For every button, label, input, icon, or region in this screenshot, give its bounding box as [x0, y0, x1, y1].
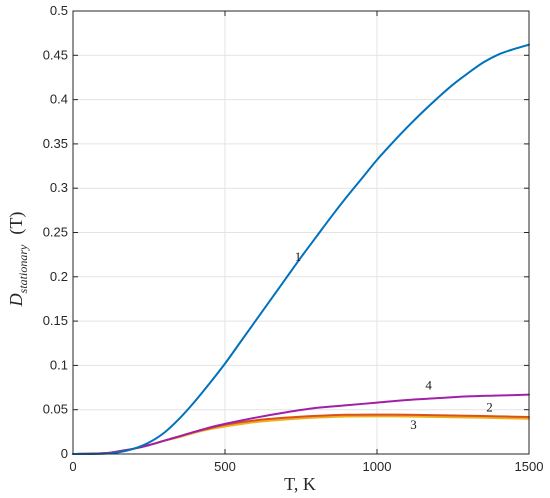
y-tick-label: 0.25: [43, 225, 68, 240]
series-line-1: [72, 43, 530, 455]
y-tick-label: 0.5: [50, 3, 68, 18]
y-axis-title-subscript: stationary: [16, 244, 30, 293]
series-line-3: [72, 415, 530, 455]
x-axis-title: T, K: [284, 474, 316, 494]
curve-label-3: 3: [410, 417, 417, 432]
y-tick-label: 0.3: [50, 180, 68, 195]
y-tick-label: 0.4: [50, 92, 68, 107]
x-tick-label: 0: [69, 459, 76, 474]
curve-label-4: 4: [425, 377, 432, 392]
svg-text:Dstationary(T): Dstationary (T): [6, 212, 30, 308]
y-tick-label: 0.15: [43, 313, 68, 328]
curve-labels: 1 2 3 4: [295, 249, 493, 432]
y-axis-title-main: D: [6, 293, 26, 307]
y-tick-label: 0: [61, 446, 68, 461]
curve-label-2: 2: [486, 399, 493, 414]
x-tick-label: 500: [214, 459, 236, 474]
series-layer: [72, 43, 530, 455]
y-tick-label: 0.1: [50, 357, 68, 372]
x-tick-label: 1000: [363, 459, 392, 474]
axes: 0 500 1000 1500 0 0.05 0.1 0.15 0.2 0.25 0.3 0.35 0.…: [43, 3, 544, 474]
y-tick-label: 0.2: [50, 269, 68, 284]
x-tick-label: 1500: [515, 459, 544, 474]
y-axis-title: Dstationary (T): [6, 212, 30, 308]
series-line-2: [72, 413, 530, 455]
y-tick-label: 0.35: [43, 136, 68, 151]
curve-label-1: 1: [295, 249, 302, 264]
y-tick-label: 0.45: [43, 47, 68, 62]
y-axis-title-suffix: (T): [6, 212, 27, 235]
y-tick-label: 0.05: [43, 402, 68, 417]
